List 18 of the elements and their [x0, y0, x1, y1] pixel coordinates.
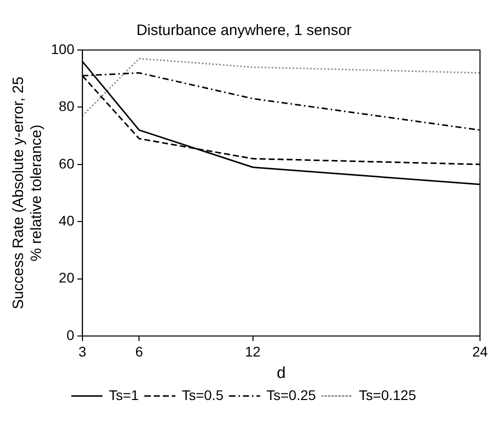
legend-label: Ts=1 — [108, 386, 140, 403]
y-tick-label: 100 — [51, 40, 75, 57]
y-tick-label: 20 — [58, 270, 75, 286]
y-tick-label: 0 — [66, 326, 75, 343]
x-axis-title: d — [276, 364, 286, 382]
legend-label: Ts=0.125 — [358, 386, 416, 403]
legend-label: Ts=0.25 — [266, 386, 316, 403]
x-tick-label: 12 — [244, 343, 261, 360]
chart-title: Disturbance anywhere, 1 sensor — [136, 22, 352, 40]
y-axis-title: Success Rate (Absolute y-error, 25 % relative tolerance) — [10, 76, 46, 310]
x-tick-label: 6 — [135, 343, 144, 360]
line-series — [82, 58, 480, 117]
y-tick-label: 60 — [58, 155, 75, 172]
y-tick-label: 80 — [58, 98, 75, 114]
x-tick-label: 3 — [78, 343, 86, 360]
y-tick-label: 40 — [58, 212, 75, 228]
x-tick-label: 24 — [472, 343, 488, 360]
legend-label: Ts=0.5 — [182, 386, 224, 403]
